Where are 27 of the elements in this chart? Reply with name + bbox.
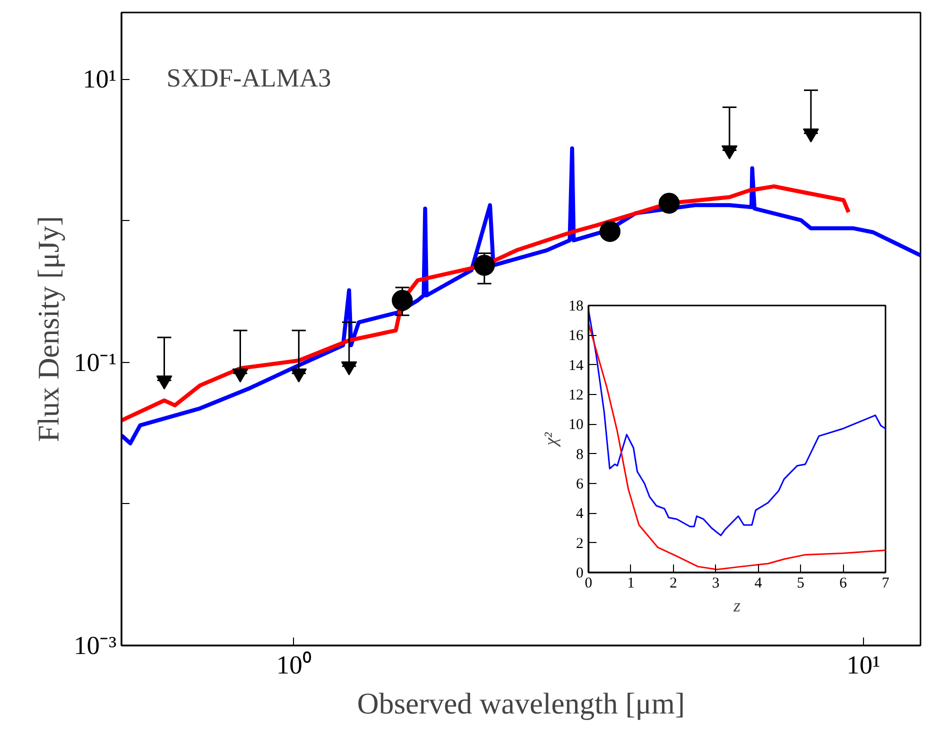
y-tick-label: 10 <box>568 417 584 434</box>
y-tick-label: 10⁻³ <box>74 631 117 660</box>
line-series <box>588 322 886 570</box>
y-tick-label: 16 <box>568 328 584 344</box>
x-axis-title: z <box>732 596 741 616</box>
y-tick-label: 12 <box>568 388 584 404</box>
x-tick-label: 6 <box>839 576 848 592</box>
x-tick-label: 2 <box>670 576 678 592</box>
y-axis-title: χ² <box>540 432 560 448</box>
x-tick-label: 4 <box>754 576 762 592</box>
annotation: SXDF-ALMA3 <box>166 64 332 92</box>
y-tick-label: 4 <box>576 506 584 522</box>
y-tick-label: 18 <box>568 298 584 314</box>
x-tick-label: 5 <box>796 576 804 592</box>
x-tick-label: 3 <box>712 576 720 592</box>
y-tick-label: 0 <box>576 566 584 582</box>
y-tick-label: 10⁻¹ <box>74 348 116 377</box>
y-tick-label: 8 <box>576 446 584 463</box>
x-tick-label: 7 <box>882 576 890 592</box>
x-axis-title: Observed wavelength [μm] <box>357 688 685 720</box>
y-tick-label: 2 <box>576 536 584 552</box>
x-tick-label: 1 <box>627 576 635 592</box>
x-tick-label: 10⁰ <box>276 650 312 680</box>
y-tick-label: 10¹ <box>82 64 116 94</box>
y-tick-label: 14 <box>568 358 584 374</box>
y-tick-label: 6 <box>576 476 584 492</box>
y-axis-title: Flux Density [μJy] <box>32 216 66 442</box>
